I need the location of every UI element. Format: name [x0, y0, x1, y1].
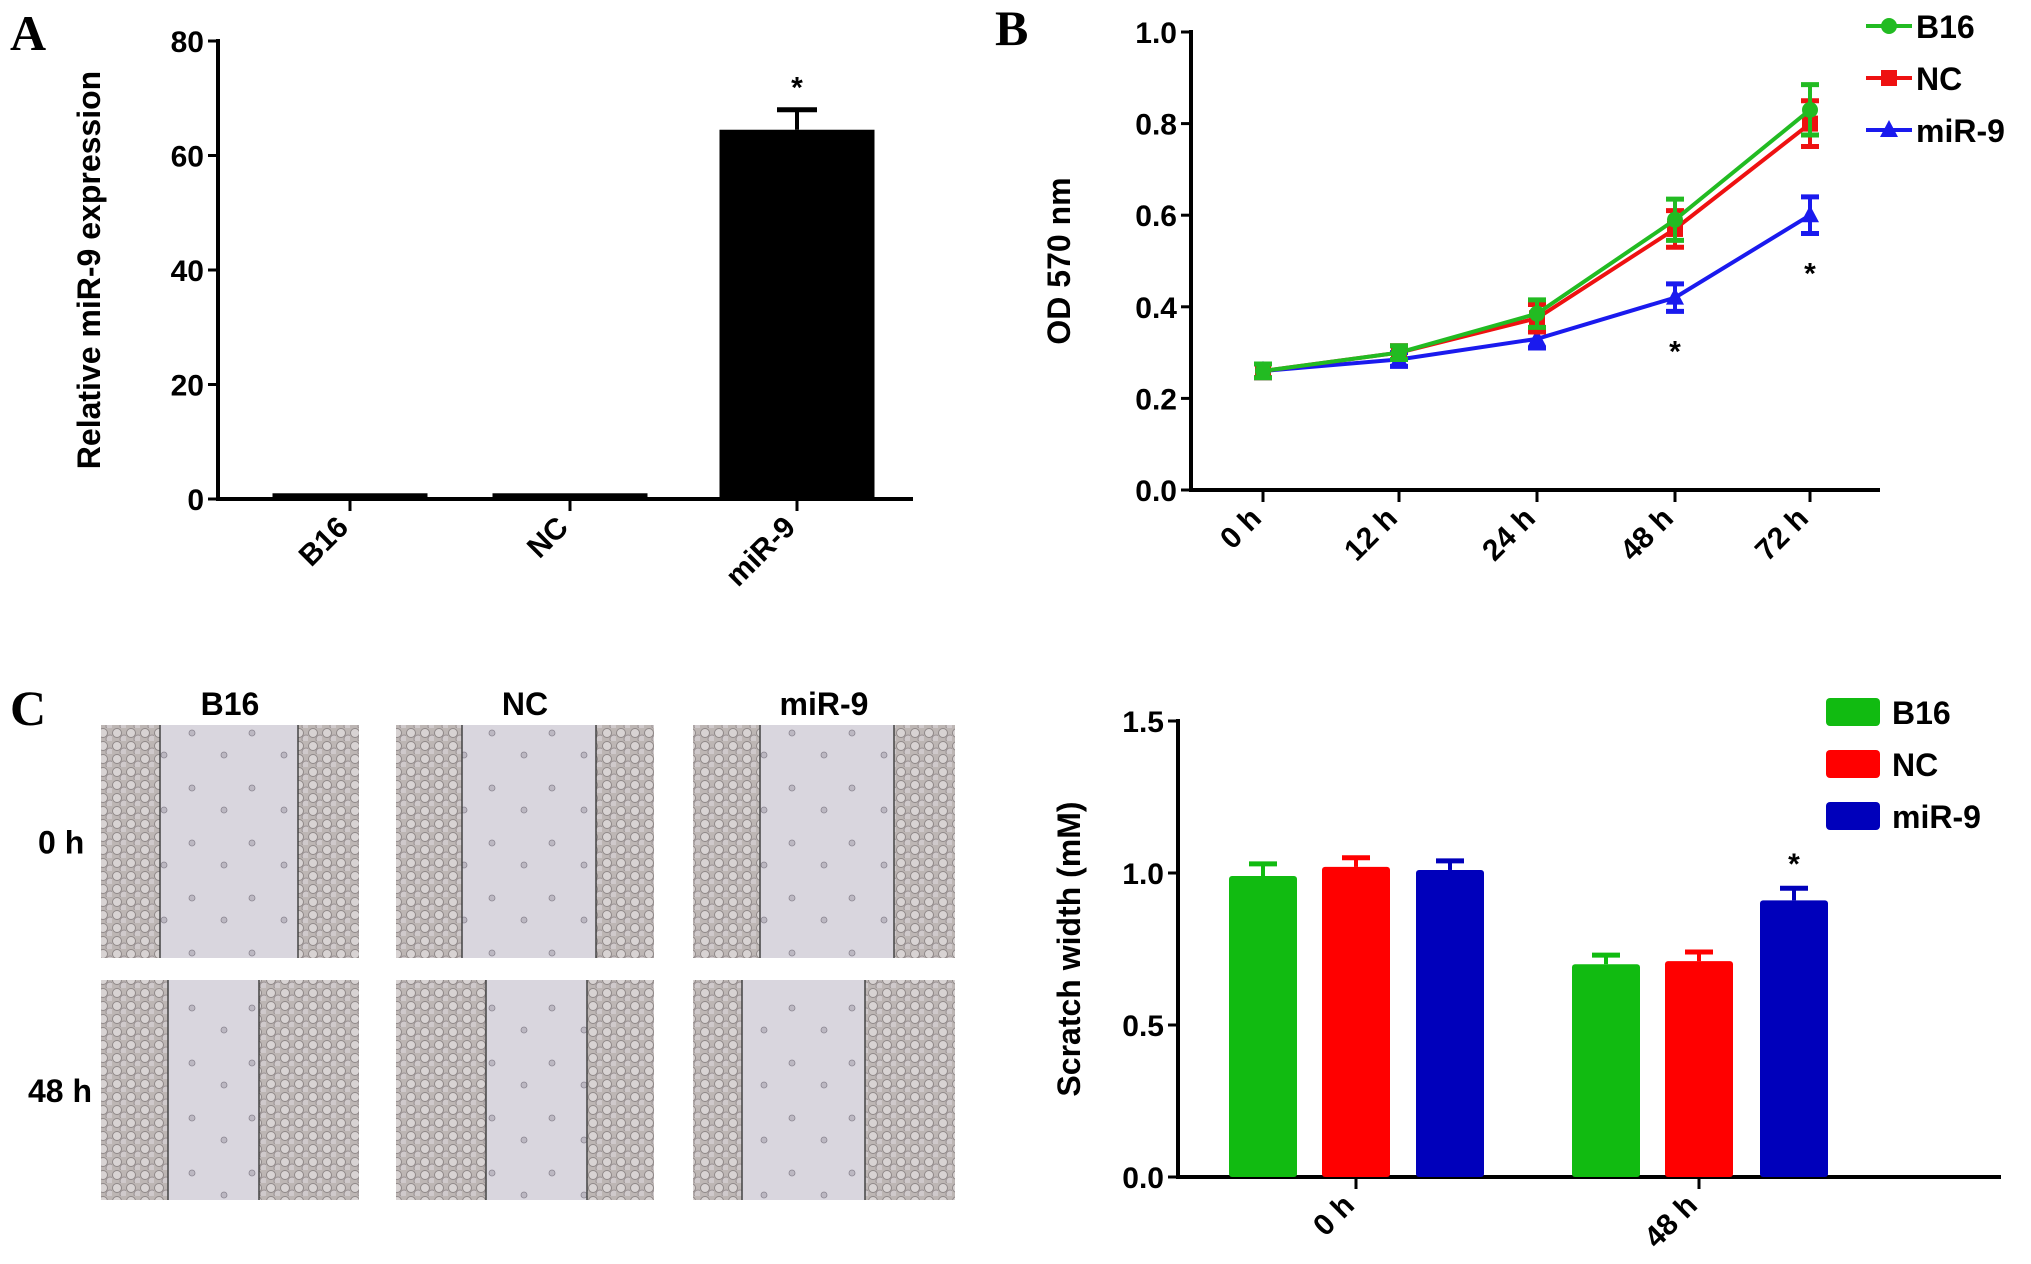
data-point — [1255, 362, 1271, 379]
data-point — [1528, 328, 1546, 346]
y-axis-label: OD 570 nm — [1041, 177, 1077, 344]
y-tick-label: 0.4 — [1135, 292, 1177, 325]
bar-mir-9 — [719, 129, 875, 500]
legend-label: NC — [1892, 747, 1938, 783]
x-tick-label: miR-9 — [720, 511, 802, 593]
legend-label: miR-9 — [1892, 799, 1981, 835]
y-tick-label: 80 — [171, 26, 204, 59]
legend-marker — [1881, 70, 1897, 86]
micrograph-column-label: B16 — [201, 686, 260, 722]
legend-marker — [1880, 120, 1898, 137]
micrograph-grid: B16 NC miR-9 0 h 48 h — [28, 686, 955, 1200]
panel-label-b: B — [995, 0, 1028, 56]
y-tick-label: 60 — [171, 141, 204, 174]
data-point — [1529, 305, 1545, 322]
legend-label: miR-9 — [1916, 113, 2005, 149]
scratch-gap — [462, 725, 596, 958]
y-tick-label: 1.5 — [1122, 706, 1164, 739]
bar-b16-0h — [1229, 876, 1297, 1177]
panel-label-c: C — [10, 680, 46, 736]
y-axis-label: Scratch width (mM) — [1051, 801, 1087, 1096]
legend-marker — [1881, 18, 1897, 34]
panel-label-a: A — [10, 5, 46, 61]
scratch-gap — [160, 725, 298, 958]
micrograph-row-label: 48 h — [28, 1073, 92, 1109]
scratch-gap — [168, 980, 259, 1200]
chart-b-growth: 0.0 0.2 0.4 0.6 0.8 1.0 OD 570 nm 0 h 12 h 24 h 48… — [1041, 9, 2005, 567]
significance-marker: * — [1804, 258, 1816, 291]
significance-marker: * — [791, 72, 803, 105]
legend-swatch — [1826, 698, 1880, 726]
data-point — [1802, 101, 1818, 118]
y-tick-label: 40 — [171, 255, 204, 288]
y-tick-label: 0.0 — [1122, 1162, 1164, 1195]
bar-mir-9-0h — [1416, 869, 1484, 1177]
legend-swatch — [1826, 750, 1880, 778]
y-tick-label: 0.6 — [1135, 200, 1177, 233]
x-tick-label: NC — [521, 511, 575, 565]
x-tick-label: 72 h — [1749, 502, 1815, 568]
significance-marker: * — [1788, 848, 1800, 881]
bar-mir-9-48h — [1760, 900, 1828, 1177]
x-tick-label: 0 h — [1214, 502, 1268, 556]
micrograph-row-label: 0 h — [38, 825, 84, 861]
significance-marker: * — [1669, 335, 1681, 368]
micrograph-column-label: miR-9 — [780, 686, 869, 722]
y-tick-label: 0.5 — [1122, 1010, 1164, 1043]
data-point — [1666, 287, 1684, 305]
scratch-gap — [760, 725, 894, 958]
x-tick-label: 48 h — [1614, 502, 1680, 568]
scratch-gap — [742, 980, 865, 1200]
y-tick-label: 0 — [187, 484, 204, 517]
legend-label: B16 — [1916, 9, 1975, 45]
bar-nc-48h — [1665, 961, 1733, 1177]
data-point — [1391, 344, 1407, 361]
x-tick-label: 12 h — [1338, 502, 1404, 568]
legend-label: NC — [1916, 61, 1962, 97]
x-tick-label: 0 h — [1307, 1189, 1361, 1243]
bar-nc-0h — [1322, 866, 1390, 1177]
y-axis-label: Relative miR-9 expression — [71, 71, 107, 469]
bar-b16 — [272, 493, 428, 499]
chart-c-scratch: 0.0 0.5 1.0 1.5 Scratch width (mM) 0 h 48 h * B1… — [1051, 695, 2001, 1254]
legend-label: B16 — [1892, 695, 1951, 731]
y-tick-label: 1.0 — [1135, 17, 1177, 50]
legend-swatch — [1826, 802, 1880, 830]
x-tick-label: 48 h — [1638, 1189, 1704, 1255]
y-tick-label: 0.8 — [1135, 109, 1177, 142]
micrograph-column-label: NC — [502, 686, 548, 722]
scratch-gap — [486, 980, 587, 1200]
y-tick-label: 0.2 — [1135, 383, 1177, 416]
x-tick-label: B16 — [293, 511, 355, 573]
y-tick-label: 20 — [171, 370, 204, 403]
y-tick-label: 0.0 — [1135, 475, 1177, 508]
data-point — [1667, 211, 1683, 228]
bar-nc — [492, 493, 648, 499]
bar-b16-48h — [1572, 964, 1640, 1177]
data-point — [1801, 205, 1819, 223]
chart-a-expression: 0 20 40 60 80 Relative miR-9 expression B16 NC *… — [71, 26, 913, 593]
y-tick-label: 1.0 — [1122, 858, 1164, 891]
x-tick-label: 24 h — [1476, 502, 1542, 568]
